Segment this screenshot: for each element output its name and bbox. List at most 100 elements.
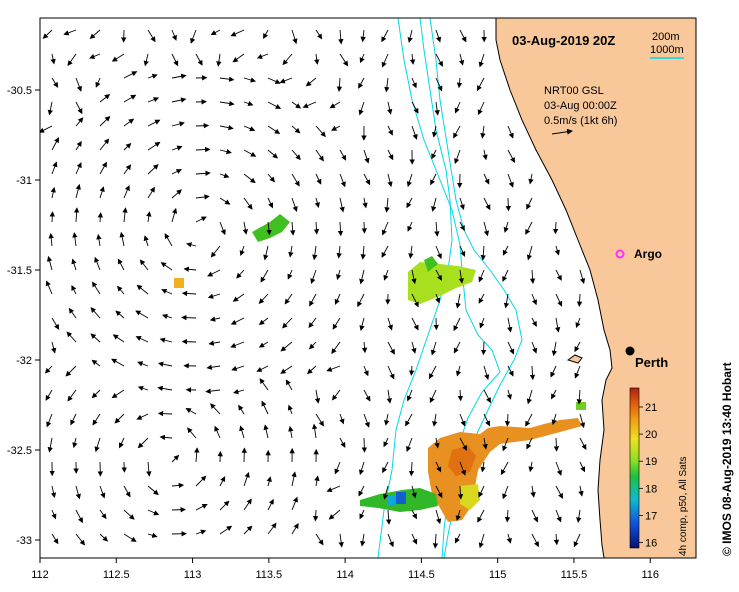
current-vector [531, 509, 539, 523]
current-vector [503, 293, 510, 309]
current-vector [553, 437, 560, 452]
current-vector [384, 77, 390, 93]
current-vector [551, 389, 557, 400]
current-vector [47, 437, 53, 453]
current-vector [387, 317, 393, 331]
current-vector [160, 262, 173, 271]
argo-label: Argo [634, 247, 662, 261]
current-vector [482, 149, 488, 161]
current-vector [360, 533, 366, 547]
island [566, 354, 583, 364]
current-vector [339, 53, 349, 67]
colorbar-caption: 4h comp, p50, All Sats [678, 456, 689, 556]
current-vector [576, 509, 582, 523]
current-vector [359, 53, 365, 64]
current-vector [291, 29, 298, 45]
current-vector [219, 525, 233, 535]
current-vector [195, 475, 207, 487]
current-vector [381, 221, 389, 236]
current-vector [555, 461, 562, 476]
current-vector [337, 221, 344, 237]
current-vector [219, 173, 230, 179]
current-vector [46, 255, 53, 271]
y-tick-label: -31 [16, 175, 32, 187]
current-vector [476, 77, 485, 92]
current-vector [434, 437, 440, 449]
current-vector [361, 221, 367, 234]
perth-marker: Perth [625, 346, 668, 370]
current-vector [291, 471, 297, 487]
current-info-scale: 0.5m/s (1kt 6h) [544, 115, 617, 127]
current-vector [526, 389, 533, 405]
current-vector [282, 317, 293, 329]
current-vector [411, 269, 417, 285]
current-vector [171, 454, 180, 463]
colorbar-tick-label: 20 [645, 429, 657, 441]
current-vector [267, 101, 282, 109]
current-vector [331, 389, 341, 401]
current-vector [502, 437, 509, 452]
current-vector [67, 53, 77, 67]
current-vector [282, 53, 293, 66]
current-vector [171, 73, 187, 79]
current-vector [147, 164, 159, 175]
current-vector [137, 385, 149, 391]
current-vector [312, 245, 318, 261]
current-vector [219, 500, 230, 511]
current-vector [258, 293, 269, 304]
current-vector [45, 280, 53, 295]
x-tick-label: 116 [641, 569, 659, 581]
current-vector [526, 197, 533, 210]
current-vector [117, 285, 125, 295]
current-vector [384, 197, 390, 213]
current-vector [502, 269, 509, 282]
current-vector [50, 53, 56, 65]
current-vector [147, 186, 155, 199]
current-vector [362, 197, 368, 209]
current-vector [555, 269, 562, 281]
current-vector [431, 149, 437, 160]
current-vector [579, 413, 586, 429]
current-vector [263, 29, 269, 39]
current-vector [315, 149, 324, 162]
current-vector [94, 256, 101, 271]
current-vector [66, 331, 77, 343]
current-vector [411, 533, 418, 545]
current-vector [331, 341, 341, 355]
current-vector [63, 29, 77, 36]
current-vector [147, 29, 156, 43]
current-vector [551, 413, 557, 426]
current-vector [243, 197, 253, 210]
current-vector [358, 461, 365, 476]
current-vector [267, 77, 281, 84]
current-vector [123, 94, 137, 103]
current-vector [332, 317, 341, 330]
current-vector [48, 232, 54, 247]
current-vector [480, 245, 486, 261]
current-vector [455, 365, 462, 377]
current-vector [457, 389, 464, 402]
current-vector [147, 73, 158, 79]
current-vector [454, 101, 461, 114]
current-vector [70, 413, 77, 426]
current-vector [91, 389, 101, 399]
current-vector [216, 53, 222, 67]
current-vector [405, 413, 413, 427]
current-vector [435, 269, 442, 281]
current-vector [406, 173, 413, 187]
current-vector [291, 101, 302, 109]
current-vector [291, 496, 298, 511]
current-vector [111, 358, 125, 367]
current-vector [387, 101, 393, 115]
current-vector [42, 29, 53, 39]
current-vector [552, 221, 559, 235]
current-vector [266, 476, 272, 487]
current-vector [431, 197, 437, 212]
current-vector [406, 197, 413, 209]
current-vector [315, 125, 326, 138]
current-vector [230, 317, 245, 325]
current-vector [147, 485, 159, 496]
colorbar-tick-label: 19 [645, 456, 657, 468]
current-vector [482, 437, 488, 450]
